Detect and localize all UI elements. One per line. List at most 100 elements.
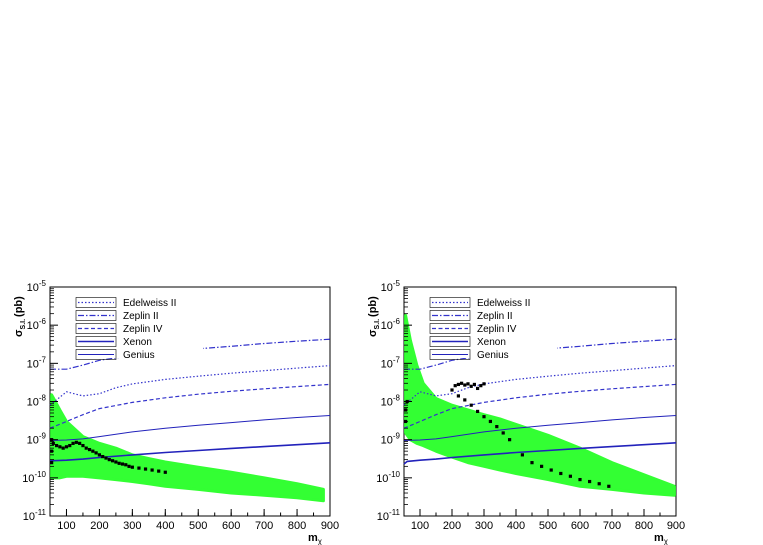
- data-point: [456, 394, 460, 398]
- data-point: [607, 484, 611, 488]
- y-tick-label: 10-6: [381, 317, 401, 332]
- data-point: [91, 449, 95, 453]
- legend-swatch-box: [75, 323, 117, 334]
- y-tick-label: 10-11: [23, 508, 47, 523]
- data-point: [597, 482, 601, 486]
- legend-entry-label: Zeplin II: [477, 311, 513, 322]
- data-point: [117, 461, 121, 465]
- x-tick-label: 400: [156, 520, 174, 532]
- y-axis-label: σS.I.(pb): [367, 296, 381, 337]
- data-point: [130, 465, 134, 469]
- x-tick-label: 400: [507, 520, 525, 532]
- data-point: [58, 445, 62, 449]
- data-point: [157, 469, 161, 473]
- x-tick-label: 300: [475, 520, 493, 532]
- data-point: [463, 383, 467, 387]
- data-point: [479, 384, 483, 388]
- legend-swatch-box: [429, 349, 471, 360]
- legend-swatch-box: [75, 297, 117, 308]
- y-tick-label: 10-10: [22, 470, 46, 485]
- data-point: [110, 459, 115, 463]
- data-point: [559, 471, 563, 476]
- legend-swatch-box: [75, 336, 117, 347]
- data-point: [78, 441, 82, 445]
- series-line-zeplin-ii: [404, 338, 677, 370]
- x-axis-label: mχ: [654, 532, 669, 545]
- legend-entry-label: Zeplin II: [123, 311, 159, 322]
- data-point: [450, 388, 454, 392]
- data-point: [549, 468, 553, 472]
- series-line-zeplin-iv: [403, 383, 677, 429]
- y-tick-label: 10-6: [27, 317, 47, 332]
- data-point: [120, 462, 125, 466]
- y-axis-label: σS.I.(pb): [13, 296, 27, 337]
- data-point: [540, 464, 544, 468]
- data-point: [104, 456, 108, 460]
- x-tick-label: 700: [603, 520, 621, 532]
- x-axis-label: mχ: [308, 532, 323, 545]
- data-point: [143, 467, 148, 471]
- legend-swatch-box: [75, 349, 117, 360]
- data-point: [568, 474, 572, 478]
- y-tick-label: 10-11: [377, 508, 401, 523]
- y-tick-label: 10-8: [27, 394, 47, 409]
- data-point: [469, 403, 473, 407]
- data-point: [578, 477, 582, 482]
- data-point: [453, 384, 457, 388]
- x-tick-label: 500: [539, 520, 557, 532]
- data-point: [137, 466, 141, 470]
- legend-entry-label: Xenon: [477, 337, 506, 348]
- x-tick-label: 600: [571, 520, 589, 532]
- data-point: [87, 447, 92, 452]
- data-point: [81, 443, 85, 448]
- x-tick-label: 900: [321, 520, 339, 532]
- x-tick-label: 900: [667, 520, 685, 532]
- data-point: [97, 453, 102, 457]
- legend-entry-label: Genius: [477, 350, 509, 361]
- x-tick-label: 200: [90, 520, 108, 532]
- data-point: [71, 441, 75, 445]
- x-tick-label: 500: [189, 520, 207, 532]
- y-tick-label: 10-7: [381, 355, 401, 370]
- x-tick-label: 100: [411, 520, 429, 532]
- legend-swatch-box: [429, 297, 471, 308]
- y-tick-label: 10-10: [376, 470, 400, 485]
- y-tick-label: 10-5: [27, 279, 47, 294]
- data-point: [101, 455, 105, 459]
- series-line-xenon: [403, 442, 677, 465]
- data-point: [463, 398, 467, 402]
- legend-swatch-box: [429, 310, 471, 321]
- legend-entry-label: Edelweiss II: [477, 298, 530, 309]
- y-tick-label: 10-9: [27, 432, 47, 447]
- data-point: [495, 424, 499, 429]
- data-point: [150, 468, 154, 472]
- scan-region-band: [404, 313, 676, 497]
- legend-entry-label: Xenon: [123, 337, 152, 348]
- x-tick-label: 300: [123, 520, 141, 532]
- y-tick-label: 10-7: [27, 355, 47, 370]
- data-point: [482, 382, 486, 386]
- data-point: [114, 460, 118, 464]
- x-tick-label: 800: [635, 520, 653, 532]
- legend-entry-label: Zeplin IV: [477, 324, 517, 335]
- data-point: [456, 382, 460, 387]
- data-point: [124, 463, 128, 467]
- legend-swatch-box: [75, 310, 117, 321]
- series-line-zeplin-iv: [49, 383, 331, 429]
- series-line-edelweiss-ii: [403, 365, 677, 406]
- y-tick-label: 10-5: [381, 279, 401, 294]
- data-point: [588, 479, 592, 484]
- x-tick-label: 800: [288, 520, 306, 532]
- legend-entry-label: Genius: [123, 350, 155, 361]
- data-point: [50, 461, 54, 465]
- data-point: [68, 443, 72, 448]
- data-point: [107, 458, 111, 462]
- x-tick-label: 100: [57, 520, 75, 532]
- data-point: [74, 440, 78, 444]
- legend-entry-label: Zeplin IV: [123, 324, 163, 335]
- legend: Edelweiss II Zeplin II Zeplin IV Xenon Geniu…: [429, 292, 557, 361]
- data-point: [482, 415, 486, 419]
- data-point: [460, 381, 464, 385]
- data-point: [476, 409, 480, 414]
